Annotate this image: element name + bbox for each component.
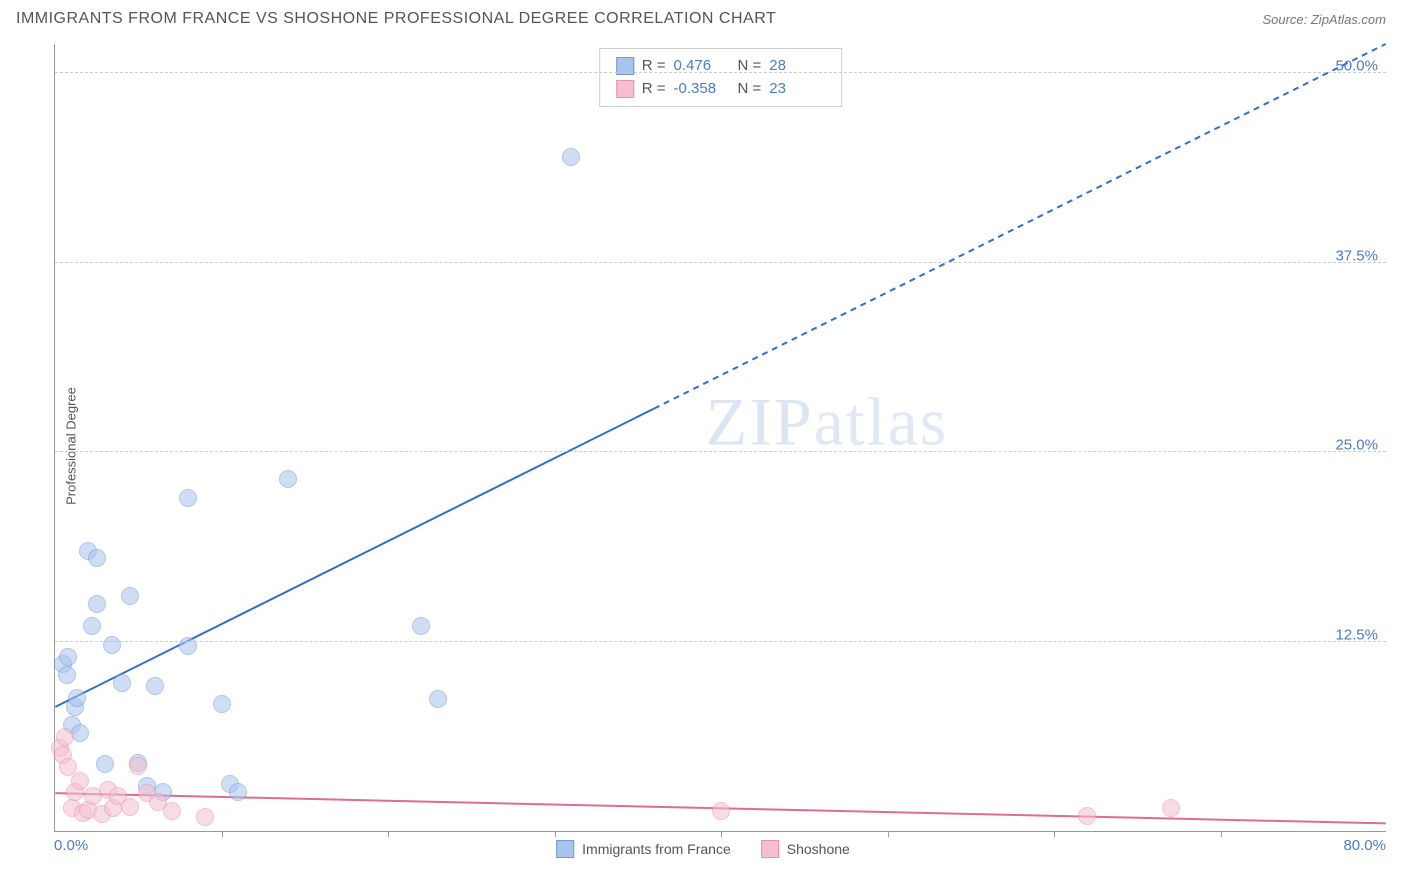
legend-label: Immigrants from France [582, 841, 731, 857]
x-tick-mark [1221, 831, 1222, 837]
chart-title: IMMIGRANTS FROM FRANCE VS SHOSHONE PROFE… [16, 10, 776, 28]
legend-row: R = -0.358 N = 23 [616, 78, 826, 101]
scatter-point [213, 695, 231, 713]
r-value: 0.476 [674, 55, 730, 78]
scatter-point [562, 148, 580, 166]
scatter-point [103, 636, 121, 654]
legend-swatch [556, 840, 574, 858]
legend-label: Shoshone [787, 841, 850, 857]
series-legend: Immigrants from France Shoshone [556, 840, 850, 858]
scatter-point [83, 617, 101, 635]
scatter-point [59, 648, 77, 666]
n-label: N = [738, 78, 762, 101]
scatter-point [129, 757, 147, 775]
r-label: R = [642, 78, 666, 101]
x-tick-mark [222, 831, 223, 837]
scatter-point [121, 798, 139, 816]
x-tick-mark [888, 831, 889, 837]
legend-row: R = 0.476 N = 28 [616, 55, 826, 78]
legend-item: Shoshone [761, 840, 850, 858]
scatter-point [146, 677, 164, 695]
y-tick-label: 37.5% [1335, 247, 1378, 264]
x-axis-min-label: 0.0% [54, 837, 88, 854]
n-value: 23 [769, 78, 825, 101]
scatter-point [68, 689, 86, 707]
scatter-point [412, 617, 430, 635]
scatter-point [429, 690, 447, 708]
y-tick-label: 12.5% [1335, 626, 1378, 643]
scatter-point [179, 489, 197, 507]
x-tick-mark [555, 831, 556, 837]
y-tick-label: 50.0% [1335, 58, 1378, 75]
source-attribution: Source: ZipAtlas.com [1262, 12, 1386, 27]
scatter-point [163, 802, 181, 820]
y-tick-label: 25.0% [1335, 437, 1378, 454]
scatter-point [712, 802, 730, 820]
scatter-point [179, 637, 197, 655]
gridline-horizontal [55, 72, 1386, 73]
scatter-point [1078, 807, 1096, 825]
r-label: R = [642, 55, 666, 78]
scatter-point [56, 728, 74, 746]
scatter-point [88, 549, 106, 567]
scatter-point [279, 470, 297, 488]
scatter-point [71, 772, 89, 790]
correlation-legend: R = 0.476 N = 28 R = -0.358 N = 23 [599, 48, 843, 107]
legend-swatch [616, 80, 634, 98]
scatter-chart: ZIPatlas R = 0.476 N = 28 R = -0.358 N = 23 12.… [54, 44, 1386, 832]
gridline-horizontal [55, 641, 1386, 642]
legend-swatch [761, 840, 779, 858]
trend-lines-layer [55, 44, 1386, 831]
scatter-point [96, 755, 114, 773]
legend-item: Immigrants from France [556, 840, 731, 858]
x-tick-mark [388, 831, 389, 837]
scatter-point [196, 808, 214, 826]
scatter-point [229, 783, 247, 801]
chart-header: IMMIGRANTS FROM FRANCE VS SHOSHONE PROFE… [0, 0, 1406, 34]
n-label: N = [738, 55, 762, 78]
scatter-point [58, 666, 76, 684]
gridline-horizontal [55, 262, 1386, 263]
n-value: 28 [769, 55, 825, 78]
watermark: ZIPatlas [706, 382, 949, 461]
x-tick-mark [721, 831, 722, 837]
scatter-point [1162, 799, 1180, 817]
scatter-point [121, 587, 139, 605]
r-value: -0.358 [674, 78, 730, 101]
scatter-point [88, 595, 106, 613]
scatter-point [113, 674, 131, 692]
trend-line-solid [55, 409, 654, 707]
x-tick-mark [1054, 831, 1055, 837]
x-axis-max-label: 80.0% [1343, 837, 1386, 854]
gridline-horizontal [55, 451, 1386, 452]
